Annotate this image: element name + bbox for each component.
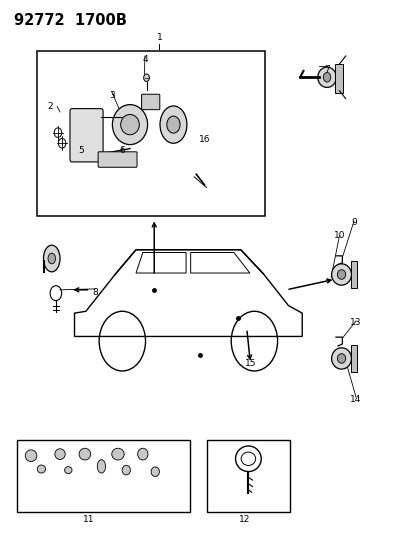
Text: 12: 12 xyxy=(238,515,249,524)
Bar xyxy=(350,261,356,288)
Ellipse shape xyxy=(159,106,187,143)
Text: 16: 16 xyxy=(199,135,210,144)
Text: 7: 7 xyxy=(323,65,329,74)
Ellipse shape xyxy=(43,245,60,272)
Ellipse shape xyxy=(166,116,180,133)
Text: 8: 8 xyxy=(92,288,98,296)
Text: 1: 1 xyxy=(156,33,162,42)
FancyBboxPatch shape xyxy=(141,94,159,110)
Text: 5: 5 xyxy=(78,146,83,155)
Ellipse shape xyxy=(112,448,124,460)
Text: 4: 4 xyxy=(142,55,147,64)
Text: 11: 11 xyxy=(83,515,95,524)
Ellipse shape xyxy=(55,449,65,459)
Text: 6: 6 xyxy=(119,146,125,155)
Ellipse shape xyxy=(122,465,130,475)
Ellipse shape xyxy=(137,448,148,460)
Bar xyxy=(350,345,356,372)
Circle shape xyxy=(143,74,149,82)
Text: 9: 9 xyxy=(350,219,356,227)
Text: 13: 13 xyxy=(349,318,361,327)
FancyBboxPatch shape xyxy=(70,109,103,162)
Ellipse shape xyxy=(337,270,345,279)
Ellipse shape xyxy=(331,264,351,285)
Bar xyxy=(335,64,342,93)
Ellipse shape xyxy=(331,348,351,369)
Text: 3: 3 xyxy=(109,92,114,100)
Ellipse shape xyxy=(323,72,330,82)
Ellipse shape xyxy=(48,253,55,264)
Ellipse shape xyxy=(25,450,37,462)
Text: 14: 14 xyxy=(349,395,361,404)
Bar xyxy=(37,51,264,216)
Bar xyxy=(17,440,190,512)
FancyBboxPatch shape xyxy=(98,152,137,167)
Ellipse shape xyxy=(112,104,147,144)
Ellipse shape xyxy=(121,115,139,135)
Ellipse shape xyxy=(151,467,159,477)
Ellipse shape xyxy=(317,67,335,87)
Ellipse shape xyxy=(64,467,72,474)
Ellipse shape xyxy=(37,465,45,473)
Text: 15: 15 xyxy=(244,359,256,368)
Bar xyxy=(206,440,289,512)
Text: 92772  1700B: 92772 1700B xyxy=(14,13,127,28)
Ellipse shape xyxy=(97,459,105,473)
Ellipse shape xyxy=(79,448,90,460)
Text: 2: 2 xyxy=(47,102,52,111)
Text: 10: 10 xyxy=(333,231,344,240)
Ellipse shape xyxy=(337,354,345,364)
